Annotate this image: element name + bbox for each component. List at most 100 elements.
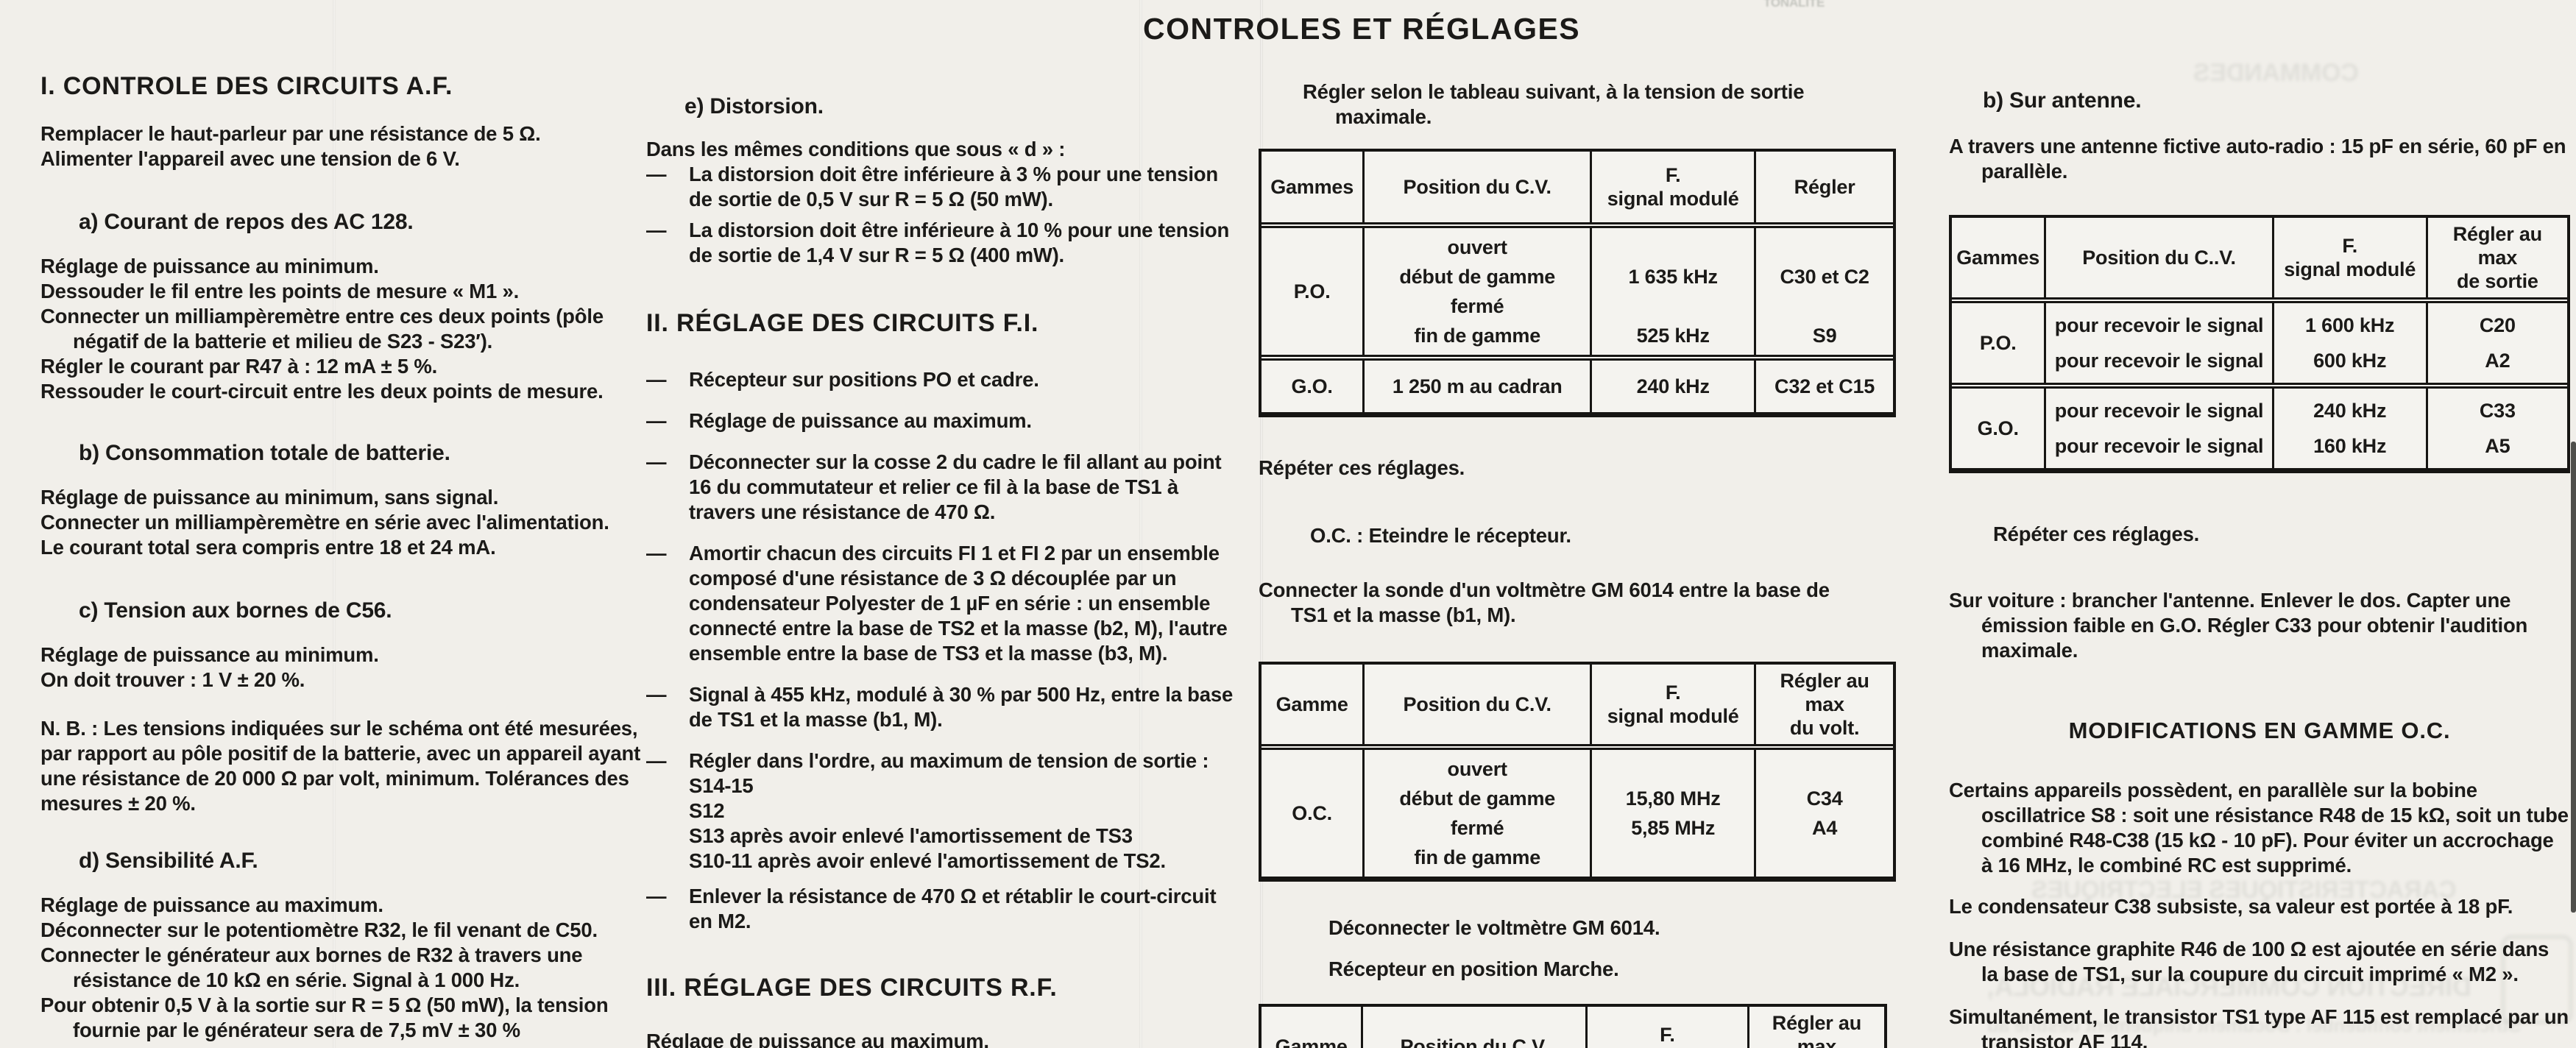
adjust-step: S10-11 après avoir enlevé l'amortissemen… — [689, 849, 1166, 872]
col-header: F.signal modulé — [2271, 218, 2426, 297]
paragraph: Déconnecter sur le potentiomètre R32, le… — [40, 918, 598, 941]
list-item: — Réglage de puissance au maximum. — [646, 409, 1032, 432]
paragraph: Régler le courant par R47 à : 12 mA ± 5 … — [40, 355, 438, 378]
section-heading-2: II. RÉGLAGE DES CIRCUITS F.I. — [646, 309, 1039, 337]
list-item: — Régler dans l'ordre, au maximum de tens… — [646, 749, 1209, 772]
paragraph: Récepteur en position Marche. — [1328, 957, 1619, 980]
page-title: CONTROLES ET RÉGLAGES — [1143, 12, 1581, 46]
col-header: Gammes — [1956, 247, 2040, 269]
note-paragraph: N. B. : Les tensions indiquées sur le sc… — [40, 717, 641, 815]
paragraph: Régler selon le tableau suivant, à la te… — [1303, 80, 1805, 128]
bleed-through-logo — [2501, 935, 2573, 1024]
col-header: Position du C.V. — [1362, 665, 1590, 744]
subsection-heading-b2: b) Sur antenne. — [1983, 88, 2142, 113]
paragraph: Réglage de puissance au minimum. — [40, 255, 379, 277]
col-header: Position du C.V. — [1362, 152, 1590, 222]
scan-edge-artifact — [2571, 442, 2576, 913]
paragraph: Réglage de puissance au minimum, sans si… — [40, 486, 499, 509]
paragraph: Sur voiture : brancher l'antenne. Enleve… — [1949, 589, 2528, 662]
adjust-step: S14-15 — [689, 774, 754, 797]
subsection-heading-d: d) Sensibilité A.F. — [79, 849, 258, 873]
col-header: Position du C..V. — [2044, 218, 2271, 297]
table-rf-antenne: Gammes Position du C..V. F. signal modulé… — [1949, 215, 2570, 473]
paragraph: Déconnecter le voltmètre GM 6014. — [1328, 916, 1660, 939]
paragraph: Répéter ces réglages. — [1993, 523, 2200, 545]
col-header: F.signal modulé — [1590, 152, 1754, 222]
table-row-go: G.O. 1 250 m au cadran 240 kHz C32 et C1… — [1262, 355, 1893, 412]
paragraph: Dans les mêmes conditions que sous « d »… — [646, 138, 1066, 160]
dash-bullet: — — [646, 749, 667, 772]
col-header: Position du C.V. — [1361, 1007, 1585, 1048]
col-header: Gamme — [1275, 1035, 1348, 1048]
paragraph: Simultanément, le transistor TS1 type AF… — [1949, 1005, 2569, 1048]
subsection-heading-a: a) Courant de repos des AC 128. — [79, 210, 414, 234]
dash-bullet: — — [646, 885, 667, 907]
paragraph: Répéter ces réglages. — [1259, 456, 1465, 479]
paragraph: On doit trouver : 1 V ± 20 %. — [40, 668, 305, 691]
table-rf-cadre-po-go: Gammes Position du C.V. F. signal modulé … — [1259, 149, 1896, 417]
paragraph: Certains appareils possèdent, en parallè… — [1949, 779, 2569, 877]
paragraph: Connecter le générateur aux bornes de R3… — [40, 943, 583, 991]
column-2: e) Distorsion. Dans les mêmes conditions… — [646, 0, 1235, 1048]
adjust-step: S12 — [689, 799, 725, 822]
subsection-heading-e: e) Distorsion. — [684, 94, 824, 118]
list-item: — La distorsion doit être inférieure à 10… — [646, 219, 1230, 266]
list-item: — Déconnecter sur la cosse 2 du cadre le … — [646, 450, 1222, 523]
list-item: — Amortir chacun des circuits FI 1 et FI … — [646, 542, 1228, 665]
table-row-po: P.O. pour recevoir le signal pour recevoi… — [1952, 297, 2567, 383]
paragraph: Connecter un milliampèremètre en série a… — [40, 511, 609, 534]
paragraph: Connecter un milliampèremètre entre ces … — [40, 305, 604, 353]
paragraph: Remplacer le haut-parleur par une résist… — [40, 122, 541, 145]
list-item: — Signal à 455 kHz, modulé à 30 % par 500… — [646, 683, 1234, 731]
paragraph: A travers une antenne fictive auto-radio… — [1949, 135, 2566, 183]
table-header-row: Gamme Position du C.V. F.signal modulé R… — [1262, 1007, 1884, 1048]
paragraph: Réglage de puissance au minimum. — [40, 643, 379, 666]
subsection-heading-c: c) Tension aux bornes de C56. — [79, 598, 392, 623]
adjust-step: S13 après avoir enlevé l'amortissement d… — [689, 824, 1133, 847]
section-heading-3: III. RÉGLAGE DES CIRCUITS R.F. — [646, 974, 1058, 1002]
paragraph: Réglage de puissance au maximum. — [646, 1030, 989, 1048]
list-item: — Récepteur sur positions PO et cadre. — [646, 368, 1039, 391]
dash-bullet: — — [646, 368, 667, 391]
col-header: Régler au max du volt. — [1754, 665, 1893, 744]
paragraph: O.C. : Eteindre le récepteur. — [1310, 524, 1571, 547]
section-heading-1: I. CONTROLE DES CIRCUITS A.F. — [40, 72, 453, 100]
table-oc-voltmetre: Gamme Position du C.V. F. signal modulé R… — [1259, 662, 1896, 882]
dash-bullet: — — [646, 219, 667, 241]
paragraph: Le courant total sera compris entre 18 e… — [40, 536, 496, 559]
table-row-go: G.O. pour recevoir le signal pour recevoi… — [1952, 383, 2567, 468]
list-item: — Enlever la résistance de 470 Ω et rétab… — [646, 885, 1217, 932]
col-header: Gammes — [1270, 176, 1354, 198]
dash-bullet: — — [646, 542, 667, 564]
dash-bullet: — — [646, 163, 667, 185]
column-3: Régler selon le tableau suivant, à la te… — [1259, 0, 1896, 1048]
paragraph: Le condensateur C38 subsiste, sa valeur … — [1949, 895, 2513, 918]
col-header: Gamme — [1275, 693, 1348, 715]
col-header: Régler — [1754, 152, 1893, 222]
dash-bullet: — — [646, 450, 667, 473]
table-header-row: Gammes Position du C.V. F. signal modulé … — [1262, 152, 1893, 222]
modifications-heading: MODIFICATIONS EN GAMME O.C. — [2068, 718, 2451, 743]
paragraph: Ressouder le court-circuit entre les deu… — [40, 380, 604, 403]
list-item: — La distorsion doit être inférieure à 3 … — [646, 163, 1218, 210]
table-row-po: P.O. ouvert début de gamme fermé fin de ga… — [1262, 222, 1893, 355]
paragraph: Pour obtenir 0,5 V à la sortie sur R = 5… — [40, 994, 609, 1041]
col-header: F.signal modulé — [1585, 1007, 1747, 1048]
subsection-heading-b: b) Consommation totale de batterie. — [79, 441, 450, 465]
dash-bullet: — — [646, 409, 667, 432]
table-row-oc: O.C. ouvert début de gamme fermé fin de ga… — [1262, 744, 1893, 877]
paragraph: Connecter la sonde d'un voltmètre GM 601… — [1259, 578, 1830, 626]
paragraph: Une résistance graphite R46 de 100 Ω est… — [1949, 938, 2550, 985]
table-header-row: Gamme Position du C.V. F.signal modulé R… — [1262, 665, 1893, 744]
table-header-row: Gammes Position du C..V. F. signal modulé… — [1952, 218, 2567, 297]
paragraph: Alimenter l'appareil avec une tension de… — [40, 147, 460, 170]
column-1: I. CONTROLE DES CIRCUITS A.F. Remplacer … — [40, 0, 650, 1043]
column-4: b) Sur antenne. A travers une antenne fi… — [1949, 0, 2570, 1048]
paragraph: Réglage de puissance au maximum. — [40, 893, 383, 916]
paragraph: Dessouder le fil entre les points de mes… — [40, 280, 520, 302]
dash-bullet: — — [646, 683, 667, 706]
col-header: F.signal modulé — [1590, 665, 1754, 744]
